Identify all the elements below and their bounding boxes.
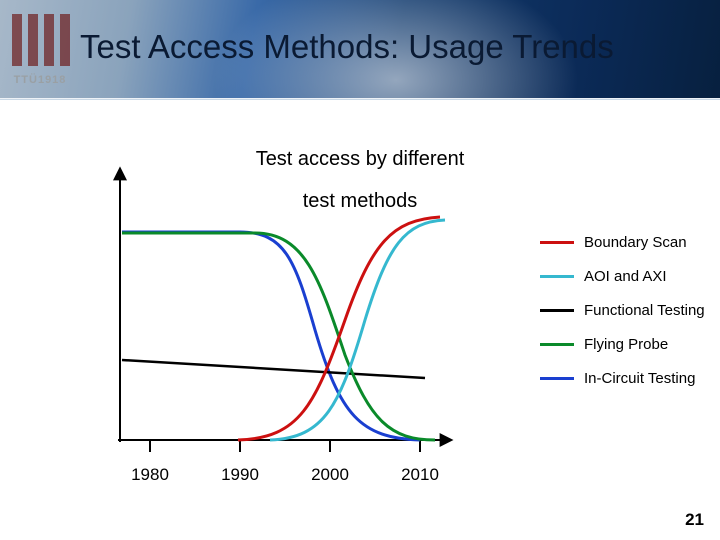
legend-row: AOI and AXI xyxy=(540,264,715,288)
legend-swatch xyxy=(540,275,574,278)
legend-row: In-Circuit Testing xyxy=(540,366,715,390)
legend-row: Flying Probe xyxy=(540,332,715,356)
curve-boundary xyxy=(238,217,440,440)
curve-functional xyxy=(122,360,425,378)
slide: TTÜ1918 Test Access Methods: Usage Trend… xyxy=(0,0,720,540)
x-axis-label: 1980 xyxy=(131,465,169,485)
x-axis-label: 2000 xyxy=(311,465,349,485)
logo-bars xyxy=(12,14,70,66)
logo-bar xyxy=(60,14,70,66)
x-axis-label: 2010 xyxy=(401,465,439,485)
legend-label: In-Circuit Testing xyxy=(584,370,695,387)
legend-swatch xyxy=(540,309,574,312)
legend-swatch xyxy=(540,343,574,346)
banner-separator xyxy=(0,98,720,100)
x-axis-label: 1990 xyxy=(221,465,259,485)
chart-svg xyxy=(90,160,460,470)
logo-text: TTÜ1918 xyxy=(6,74,74,86)
legend-row: Boundary Scan xyxy=(540,230,715,254)
legend-swatch xyxy=(540,377,574,380)
legend-label: Functional Testing xyxy=(584,302,705,319)
legend-row: Functional Testing xyxy=(540,298,715,322)
page-number: 21 xyxy=(685,510,704,530)
legend-label: AOI and AXI xyxy=(584,268,667,285)
curve-flying-probe xyxy=(122,233,435,440)
legend-label: Flying Probe xyxy=(584,336,668,353)
chart-area xyxy=(90,160,460,460)
x-axis-labels: 1980 1990 2000 2010 xyxy=(90,465,460,489)
x-ticks xyxy=(150,440,420,452)
logo-bar xyxy=(12,14,22,66)
legend: Boundary Scan AOI and AXI Functional Testi… xyxy=(540,230,715,400)
legend-label: Boundary Scan xyxy=(584,234,687,251)
logo-bar xyxy=(44,14,54,66)
logo-bar xyxy=(28,14,38,66)
slide-title: Test Access Methods: Usage Trends xyxy=(80,28,614,66)
curve-aoi-axi xyxy=(270,220,445,440)
ttu-logo: TTÜ1918 xyxy=(6,8,74,98)
curve-in-circuit xyxy=(122,232,420,440)
legend-swatch xyxy=(540,241,574,244)
